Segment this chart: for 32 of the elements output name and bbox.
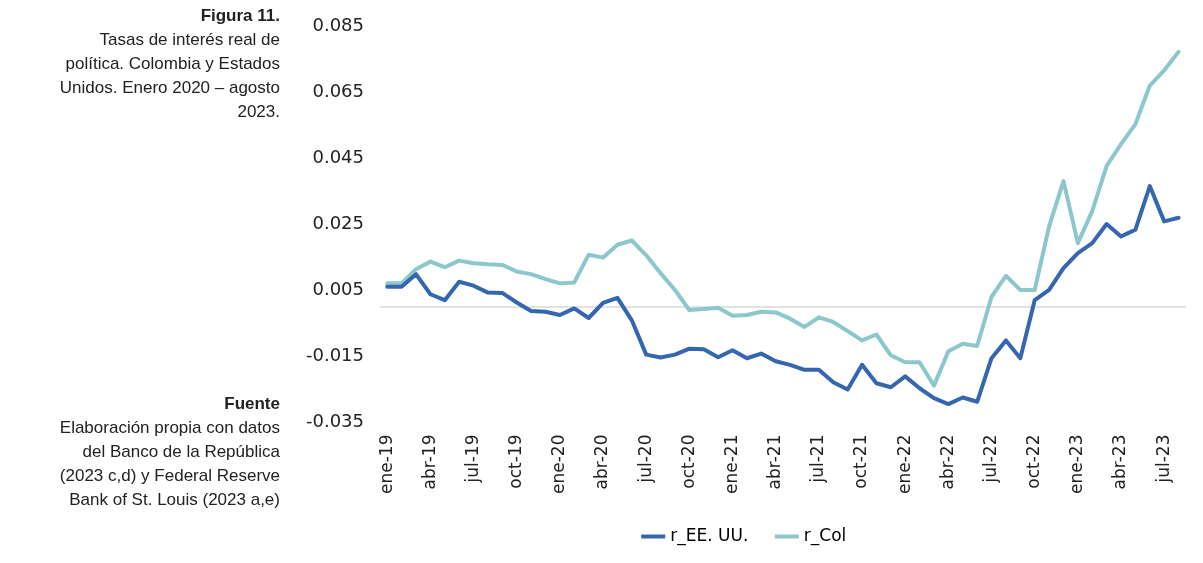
legend-label: r_Col (803, 524, 847, 546)
x-tick-label: ene-20 (548, 434, 569, 495)
x-tick-label: abr-19 (418, 434, 439, 490)
y-tick-label: 0.045 (312, 146, 365, 168)
x-tick-label: oct-22 (1023, 434, 1044, 489)
y-tick-label: -0.035 (305, 410, 365, 432)
y-tick-label: 0.065 (312, 80, 365, 102)
x-tick-label: abr-20 (591, 434, 612, 490)
x-tick-label: abr-23 (1109, 434, 1130, 490)
y-tick-label: 0.005 (312, 278, 365, 300)
y-tick-label: 0.085 (312, 14, 365, 36)
x-tick-label: oct-20 (677, 434, 698, 489)
y-tick-label: 0.025 (312, 212, 365, 234)
y-tick-label: -0.015 (305, 344, 365, 366)
x-tick-label: jul-19 (461, 434, 482, 484)
legend-label: r_EE. UU. (670, 524, 749, 546)
x-tick-label: oct-21 (850, 434, 871, 489)
x-tick-label: jul-20 (634, 434, 655, 484)
text: Elaboración propia con datos del Banco de la República (2023 c,d) y Federal Reserve Bank of St. Louis (2023 a,e) (58, 417, 280, 511)
x-tick-label: ene-21 (720, 434, 741, 495)
text: Figura 11. (200, 5, 280, 27)
x-tick-label: abr-22 (936, 434, 957, 490)
x-tick-label: abr-21 (764, 434, 785, 490)
x-tick-label: jul-21 (807, 434, 828, 484)
x-tick-label: jul-22 (979, 434, 1000, 484)
x-tick-label: ene-22 (893, 434, 914, 495)
x-tick-label: ene-19 (375, 434, 396, 495)
text: Tasas de interés real de política. Colombia y Estados Unidos. Enero 2020 – agosto 2023. (58, 29, 280, 123)
x-tick-label: ene-23 (1066, 434, 1087, 495)
text: Fuente (224, 393, 280, 415)
x-tick-label: jul-23 (1152, 434, 1173, 484)
x-tick-label: oct-19 (505, 434, 526, 489)
